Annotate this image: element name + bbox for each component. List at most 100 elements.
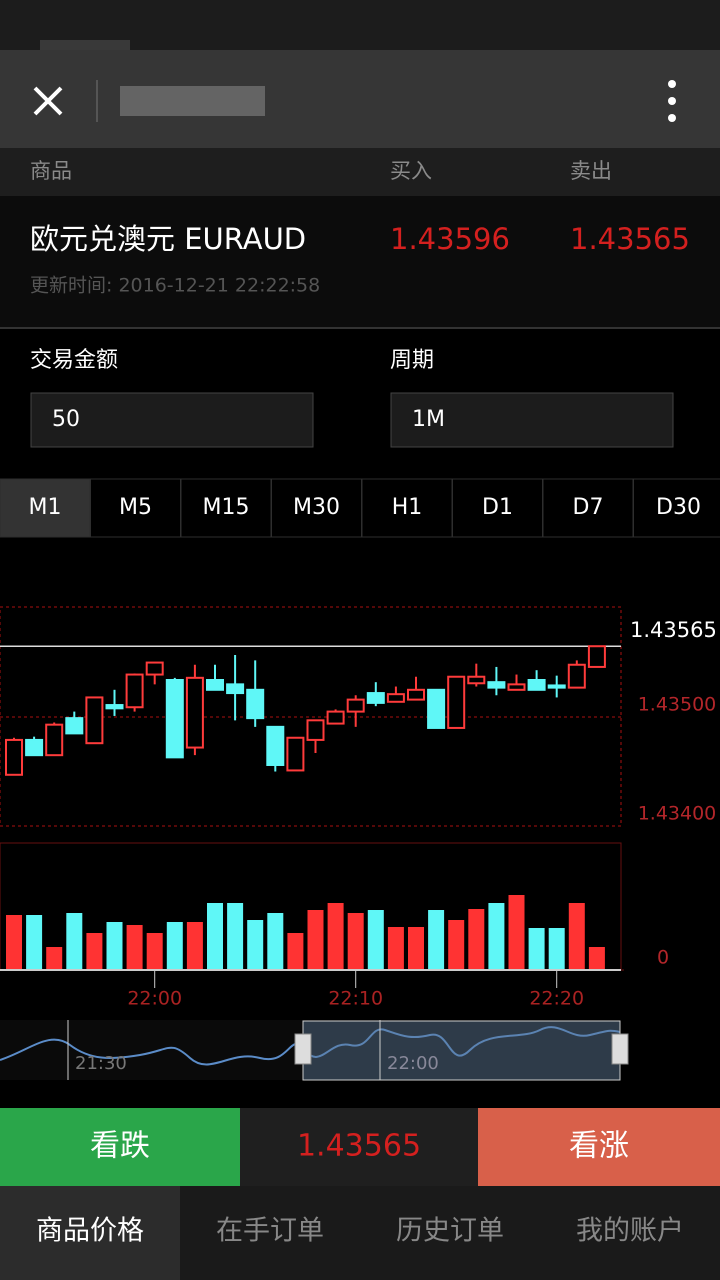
volume-bar xyxy=(26,915,43,970)
y-tick-label: 1.43400 xyxy=(638,803,717,825)
period-value: 1M xyxy=(412,407,445,432)
timeframe-tab[interactable] xyxy=(452,478,543,538)
volume-bar xyxy=(6,915,22,970)
buy-price: 1.43596 xyxy=(390,222,510,256)
volume-bar xyxy=(106,922,123,970)
candle-body xyxy=(85,696,104,745)
candle-body xyxy=(286,736,305,772)
navigator-handle[interactable] xyxy=(611,1033,629,1065)
amount-input[interactable] xyxy=(30,392,314,448)
blurred-title xyxy=(120,86,265,116)
navigator-selection[interactable] xyxy=(302,1020,621,1081)
volume-bar xyxy=(387,927,404,970)
timeframe-tab[interactable] xyxy=(90,478,181,538)
volume-bar xyxy=(146,933,163,970)
candle-body xyxy=(366,692,385,704)
tab-active[interactable] xyxy=(0,1186,180,1280)
close-button[interactable] xyxy=(33,86,63,116)
candle-body xyxy=(427,688,446,729)
price-box xyxy=(240,1108,478,1186)
navigator-label: 21:30 xyxy=(75,1053,127,1074)
volume-bar xyxy=(568,903,585,970)
volume-bar xyxy=(86,933,103,970)
volume-bar xyxy=(126,925,143,970)
x-tick-label: 22:20 xyxy=(529,988,584,1010)
tab-label[interactable]: 商品价格 xyxy=(36,1216,144,1247)
timeframe-label: D30 xyxy=(656,495,701,520)
volume-bar xyxy=(508,895,525,970)
volume-bar xyxy=(528,928,545,970)
timeframe-tab[interactable] xyxy=(0,478,91,538)
amount-value: 50 xyxy=(52,407,80,432)
timeframe-tab[interactable] xyxy=(633,478,720,538)
volume-bar xyxy=(488,903,505,970)
sell-price: 1.43565 xyxy=(570,222,690,256)
navigator-handle[interactable] xyxy=(294,1033,312,1065)
volume-bar xyxy=(307,910,324,970)
volume-bar xyxy=(46,947,63,970)
volume-bar xyxy=(66,913,83,970)
candle-body xyxy=(25,738,44,757)
sell-button[interactable] xyxy=(0,1108,240,1186)
candle-body xyxy=(326,710,345,725)
candle-body xyxy=(407,688,425,701)
col-label: 买入 xyxy=(390,159,432,183)
candle-body xyxy=(145,661,164,676)
volume-bar xyxy=(207,903,223,970)
volume-bar xyxy=(408,927,424,970)
candle-body xyxy=(587,645,606,668)
candle-body xyxy=(125,673,144,709)
field-label: 周期 xyxy=(390,348,434,373)
col-label: 商品 xyxy=(30,159,72,183)
y-tick-label: 1.43500 xyxy=(638,694,717,716)
candle-body xyxy=(467,675,486,685)
col-label: 卖出 xyxy=(570,159,612,183)
candle-body xyxy=(246,688,265,720)
navigator-label: 22:00 xyxy=(387,1053,439,1074)
volume-bar xyxy=(448,920,465,970)
tab-label[interactable]: 在手订单 xyxy=(216,1216,324,1247)
period-input[interactable] xyxy=(390,392,674,448)
volume-bar xyxy=(227,903,244,970)
candle-body xyxy=(105,704,124,710)
volume-tick-label: 0 xyxy=(657,947,669,969)
candle-body xyxy=(5,738,23,776)
candle-body xyxy=(306,719,325,741)
candle-body xyxy=(507,683,526,691)
timeframe-label: M5 xyxy=(119,495,152,520)
volume-bar xyxy=(428,910,445,970)
tab-label[interactable]: 历史订单 xyxy=(396,1216,504,1247)
candle-body xyxy=(386,693,405,703)
volume-bar xyxy=(247,920,264,970)
candle-body xyxy=(165,679,184,759)
volume-bar xyxy=(548,928,565,970)
timeframe-label: M15 xyxy=(203,495,250,520)
table-header xyxy=(0,148,720,196)
menu-button[interactable] xyxy=(668,80,676,122)
candle-body xyxy=(567,663,586,689)
product-name: 欧元兑澳元 EURAUD xyxy=(30,222,306,256)
candle-body xyxy=(65,717,84,735)
volume-bar xyxy=(588,947,605,970)
volume-bar xyxy=(287,933,304,970)
candle-body xyxy=(547,684,566,689)
field-label: 交易金额 xyxy=(30,348,118,373)
buy-button[interactable] xyxy=(478,1108,720,1186)
candle-body xyxy=(266,725,285,766)
candle-body xyxy=(226,683,245,695)
buy-label: 看涨 xyxy=(569,1129,629,1164)
tab-label[interactable]: 我的账户 xyxy=(576,1216,684,1247)
header xyxy=(0,50,720,148)
candle-body xyxy=(487,681,506,689)
volume-bar xyxy=(327,903,344,970)
timeframe-tab[interactable] xyxy=(542,478,634,538)
volume-bar xyxy=(367,910,384,970)
candle-body xyxy=(45,723,64,757)
timeframe-tab[interactable] xyxy=(180,478,272,538)
volume-bar xyxy=(166,922,183,970)
candle-body xyxy=(206,679,224,691)
x-tick-label: 22:00 xyxy=(127,988,182,1010)
timeframe-label: D1 xyxy=(482,495,513,520)
